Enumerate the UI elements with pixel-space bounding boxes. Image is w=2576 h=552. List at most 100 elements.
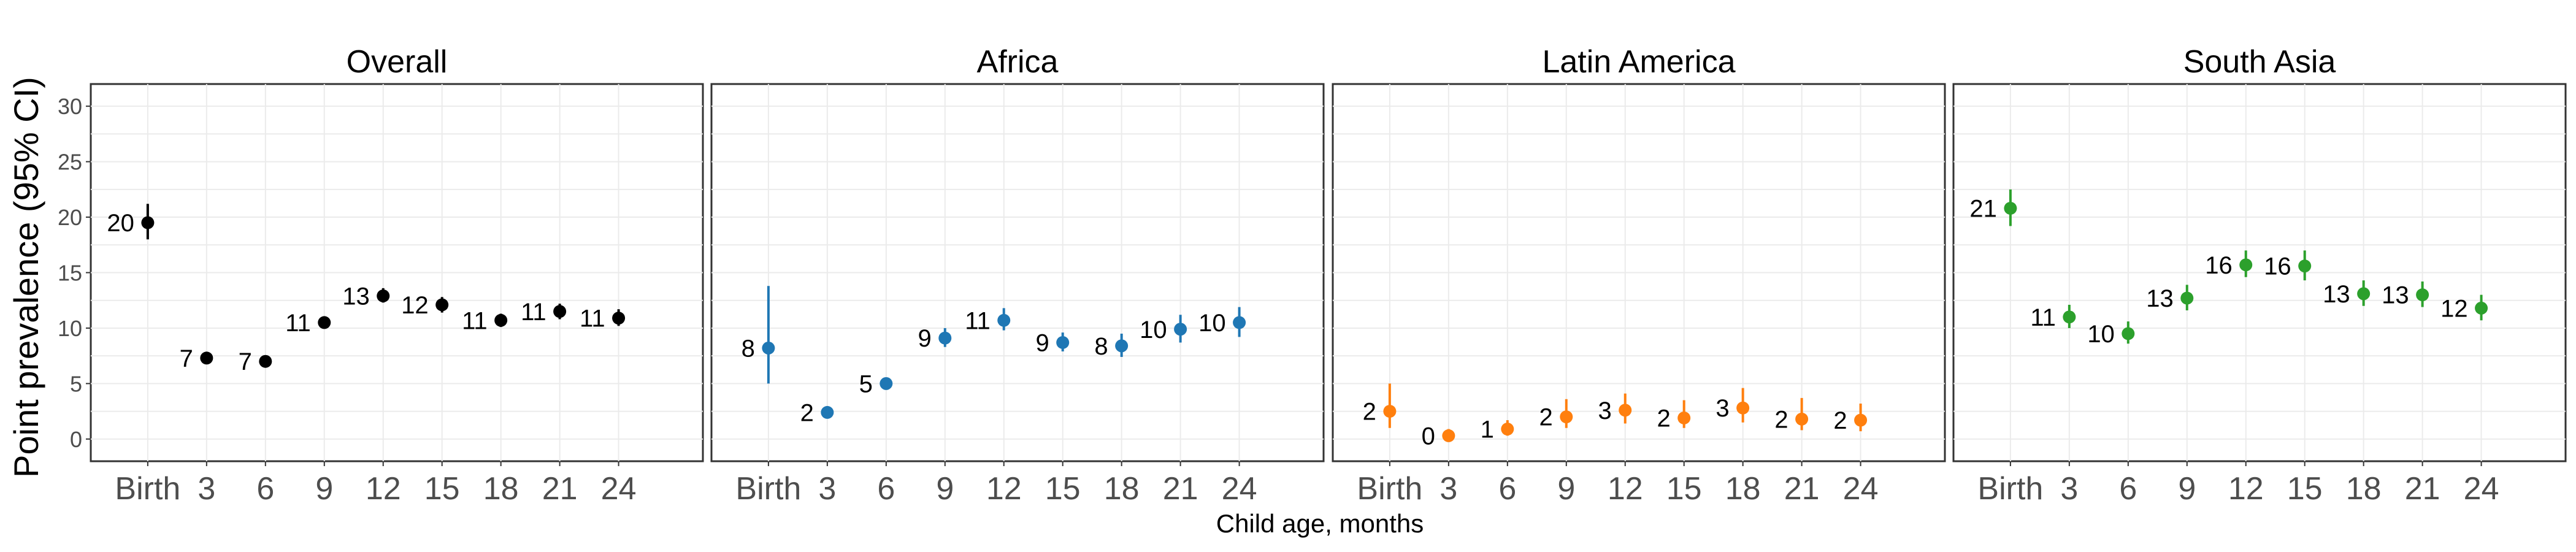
data-point xyxy=(318,316,331,329)
data-point xyxy=(2063,310,2076,324)
y-tick-label: 25 xyxy=(58,150,82,175)
data-label: 0 xyxy=(1422,423,1435,450)
x-tick-label: 6 xyxy=(256,471,274,507)
x-tick-label: 6 xyxy=(877,471,895,507)
data-label: 10 xyxy=(1140,316,1167,343)
x-axis-title: Child age, months xyxy=(1216,509,1424,538)
data-point xyxy=(200,351,213,365)
data-point xyxy=(2475,301,2488,315)
y-axis-title: Point prevalence (95% CI) xyxy=(7,77,45,478)
data-point xyxy=(1795,412,1809,426)
data-point xyxy=(1056,335,1070,349)
data-point xyxy=(141,216,155,229)
x-tick-label: Birth xyxy=(1977,471,2043,507)
x-tick-label: 18 xyxy=(483,471,519,507)
data-label: 7 xyxy=(180,345,193,372)
data-label: 2 xyxy=(800,399,814,426)
x-tick-label: 6 xyxy=(2119,471,2137,507)
data-point xyxy=(494,313,508,327)
x-tick-label: 9 xyxy=(1557,471,1575,507)
data-label: 11 xyxy=(580,305,605,332)
data-point xyxy=(1854,413,1868,427)
data-point xyxy=(2122,327,2135,340)
data-label: 2 xyxy=(1657,405,1670,432)
data-point xyxy=(612,312,626,325)
data-point xyxy=(1442,429,1455,442)
x-tick-label: Birth xyxy=(735,471,801,507)
facet-title: Overall xyxy=(347,44,448,80)
x-tick-label: 24 xyxy=(1222,471,1257,507)
x-tick-label: 18 xyxy=(1104,471,1140,507)
x-tick-label: 18 xyxy=(1725,471,1761,507)
y-tick-label: 15 xyxy=(58,261,82,286)
x-tick-label: 24 xyxy=(2464,471,2499,507)
data-label: 2 xyxy=(1774,406,1788,433)
facet-overall: Overall 0 5 10 15 20 25 30 Birth 3 6 9 12 15 18 21 24 20 7… xyxy=(58,44,704,507)
facet-africa: Africa Birth 3 6 9 12 15 18 21 24 8 2 5 9 11 9 8 10 10 xyxy=(710,44,1325,507)
data-label: 2 xyxy=(1833,407,1847,434)
data-point xyxy=(762,342,775,355)
data-point xyxy=(1619,404,1632,417)
data-label: 11 xyxy=(285,310,311,337)
facet-title: Latin America xyxy=(1542,44,1735,80)
data-label: 10 xyxy=(2087,321,2115,348)
data-label: 1 xyxy=(1481,416,1494,443)
data-label: 11 xyxy=(462,307,488,334)
y-tick-label: 10 xyxy=(58,316,82,341)
x-tick-label: 21 xyxy=(2405,471,2440,507)
x-tick-label: Birth xyxy=(115,471,180,507)
data-label: 3 xyxy=(1598,397,1611,424)
data-point xyxy=(1501,423,1514,436)
data-point xyxy=(2180,291,2194,305)
data-point xyxy=(435,298,449,312)
data-label: 12 xyxy=(2440,295,2468,322)
y-tick-label: 0 xyxy=(70,427,82,452)
data-label: 11 xyxy=(521,299,546,326)
x-tick-label: 24 xyxy=(1843,471,1879,507)
data-label: 16 xyxy=(2205,252,2233,279)
x-tick-label: 12 xyxy=(1608,471,1643,507)
x-tick-label: 15 xyxy=(2287,471,2323,507)
x-tick-label: 15 xyxy=(424,471,460,507)
data-point xyxy=(821,405,834,419)
data-label: 11 xyxy=(2030,304,2056,331)
data-point xyxy=(1115,339,1129,353)
data-label: 16 xyxy=(2264,253,2291,280)
x-tick-label: 12 xyxy=(2228,471,2264,507)
x-tick-label: 15 xyxy=(1666,471,1702,507)
data-point xyxy=(377,289,390,302)
data-point xyxy=(2004,202,2017,215)
y-tick-label: 30 xyxy=(58,94,82,119)
data-label: 21 xyxy=(1969,196,1997,223)
x-tick-label: 21 xyxy=(542,471,578,507)
y-tick-label: 5 xyxy=(70,371,82,396)
x-tick-label: 24 xyxy=(601,471,637,507)
data-point xyxy=(2239,258,2253,272)
data-label: 9 xyxy=(918,325,932,352)
data-label: 10 xyxy=(1198,310,1226,337)
x-tick-label: 9 xyxy=(2178,471,2196,507)
facet-title: Africa xyxy=(977,44,1059,80)
data-label: 13 xyxy=(2323,281,2350,308)
data-point xyxy=(553,305,567,318)
y-tick-label: 20 xyxy=(58,205,82,230)
x-tick-label: 3 xyxy=(1439,471,1457,507)
data-label: 3 xyxy=(1715,395,1729,422)
x-tick-label: 9 xyxy=(936,471,954,507)
x-tick-label: 3 xyxy=(818,471,836,507)
x-tick-label: 15 xyxy=(1045,471,1081,507)
data-point xyxy=(1233,316,1246,329)
data-point xyxy=(1560,410,1573,424)
data-label: 11 xyxy=(965,307,991,334)
data-point xyxy=(2357,287,2371,301)
data-label: 9 xyxy=(1035,329,1049,356)
data-point xyxy=(2416,288,2429,302)
data-point xyxy=(2298,259,2312,273)
x-tick-label: 3 xyxy=(2060,471,2078,507)
facet-title: South Asia xyxy=(2183,44,2336,80)
data-label: 12 xyxy=(401,292,429,319)
data-label: 2 xyxy=(1539,404,1553,431)
data-point xyxy=(259,355,272,368)
